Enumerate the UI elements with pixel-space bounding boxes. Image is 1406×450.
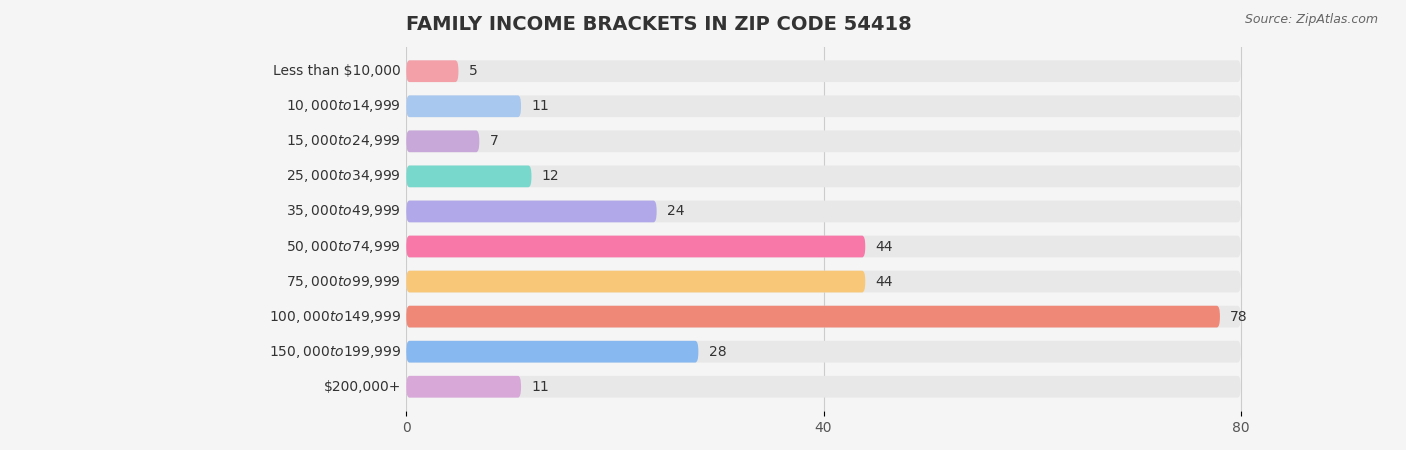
FancyBboxPatch shape [406, 341, 1240, 363]
FancyBboxPatch shape [406, 376, 1240, 398]
Text: 12: 12 [541, 169, 560, 184]
FancyBboxPatch shape [406, 130, 479, 152]
FancyBboxPatch shape [406, 376, 522, 398]
Text: Less than $10,000: Less than $10,000 [273, 64, 401, 78]
FancyBboxPatch shape [406, 166, 531, 187]
Text: 11: 11 [531, 380, 550, 394]
Text: 44: 44 [876, 239, 893, 253]
Text: $50,000 to $74,999: $50,000 to $74,999 [287, 238, 401, 255]
FancyBboxPatch shape [406, 306, 1240, 328]
Text: $15,000 to $24,999: $15,000 to $24,999 [287, 133, 401, 149]
FancyBboxPatch shape [406, 271, 865, 292]
FancyBboxPatch shape [406, 236, 1240, 257]
FancyBboxPatch shape [406, 60, 458, 82]
Text: 28: 28 [709, 345, 727, 359]
FancyBboxPatch shape [406, 130, 1240, 152]
Text: $35,000 to $49,999: $35,000 to $49,999 [287, 203, 401, 220]
Text: 24: 24 [666, 204, 685, 218]
FancyBboxPatch shape [406, 306, 1220, 328]
FancyBboxPatch shape [406, 236, 865, 257]
FancyBboxPatch shape [406, 271, 1240, 292]
FancyBboxPatch shape [406, 95, 522, 117]
Text: Source: ZipAtlas.com: Source: ZipAtlas.com [1244, 14, 1378, 27]
Text: $100,000 to $149,999: $100,000 to $149,999 [269, 309, 401, 324]
FancyBboxPatch shape [406, 341, 699, 363]
FancyBboxPatch shape [406, 201, 657, 222]
Text: $25,000 to $34,999: $25,000 to $34,999 [287, 168, 401, 184]
FancyBboxPatch shape [406, 60, 1240, 82]
Text: $200,000+: $200,000+ [323, 380, 401, 394]
Text: 44: 44 [876, 274, 893, 288]
Text: $10,000 to $14,999: $10,000 to $14,999 [287, 98, 401, 114]
FancyBboxPatch shape [406, 166, 1240, 187]
Text: 11: 11 [531, 99, 550, 113]
Text: $150,000 to $199,999: $150,000 to $199,999 [269, 344, 401, 360]
Text: 5: 5 [468, 64, 478, 78]
Text: FAMILY INCOME BRACKETS IN ZIP CODE 54418: FAMILY INCOME BRACKETS IN ZIP CODE 54418 [406, 15, 912, 34]
Text: $75,000 to $99,999: $75,000 to $99,999 [287, 274, 401, 289]
Text: 78: 78 [1230, 310, 1249, 324]
FancyBboxPatch shape [406, 95, 1240, 117]
FancyBboxPatch shape [406, 201, 1240, 222]
Text: 7: 7 [489, 135, 499, 148]
